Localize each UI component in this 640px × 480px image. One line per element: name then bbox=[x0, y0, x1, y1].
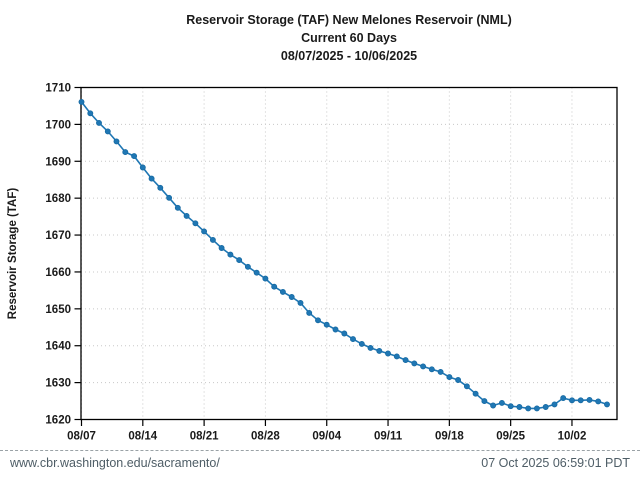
data-point bbox=[385, 350, 391, 357]
data-point bbox=[498, 399, 505, 406]
data-point bbox=[437, 368, 444, 375]
data-point bbox=[472, 390, 479, 397]
timestamp: 07 Oct 2025 06:59:01 PDT bbox=[481, 456, 630, 470]
data-point bbox=[455, 377, 462, 383]
y-axis-title: Reservoir Storage (TAF) bbox=[7, 188, 19, 320]
y-tick-label: 1660 bbox=[45, 267, 71, 279]
data-point bbox=[122, 149, 129, 156]
data-point bbox=[393, 353, 400, 360]
data-point bbox=[306, 309, 313, 316]
y-tick-label: 1690 bbox=[45, 156, 71, 168]
data-point bbox=[218, 245, 225, 251]
data-point bbox=[569, 397, 575, 404]
data-point bbox=[87, 110, 94, 117]
data-point bbox=[78, 98, 85, 105]
data-point bbox=[463, 383, 470, 390]
chart-title-block: Reservoir Storage (TAF) New Melones Rese… bbox=[81, 11, 617, 65]
page-title: Reservoir Storage (TAF) New Melones Rese… bbox=[186, 13, 512, 27]
data-point bbox=[244, 263, 251, 270]
data-point bbox=[560, 395, 567, 402]
source-url: www.cbr.washington.edu/sacramento/ bbox=[10, 456, 220, 470]
data-point bbox=[183, 212, 190, 219]
data-point bbox=[192, 220, 199, 227]
chart-date-range: 08/07/2025 - 10/06/2025 bbox=[280, 49, 418, 63]
data-point bbox=[358, 340, 365, 347]
x-tick-label: 08/21 bbox=[190, 431, 219, 443]
data-point bbox=[113, 138, 120, 145]
data-point bbox=[157, 184, 164, 191]
chart-subtitle: Current 60 Days bbox=[301, 31, 397, 45]
data-point bbox=[166, 194, 173, 201]
data-point bbox=[604, 401, 610, 408]
y-tick-label: 1670 bbox=[45, 230, 71, 242]
data-point bbox=[533, 405, 540, 412]
data-point bbox=[288, 294, 295, 300]
data-point bbox=[420, 363, 427, 370]
x-tick-label: 08/28 bbox=[251, 431, 280, 443]
data-point bbox=[315, 317, 321, 324]
data-point bbox=[297, 299, 304, 306]
data-point bbox=[481, 398, 488, 405]
data-point bbox=[323, 321, 330, 328]
data-point bbox=[279, 288, 286, 295]
data-point bbox=[139, 164, 146, 171]
data-point bbox=[341, 330, 348, 337]
y-tick-label: 1700 bbox=[45, 119, 71, 131]
data-point bbox=[96, 119, 102, 126]
data-point bbox=[376, 347, 383, 354]
data-point bbox=[253, 269, 260, 276]
data-point bbox=[131, 153, 138, 160]
x-tick-label: 09/04 bbox=[312, 431, 341, 443]
x-tick-label: 08/14 bbox=[128, 431, 157, 443]
data-point bbox=[516, 404, 523, 410]
data-point bbox=[227, 251, 234, 258]
data-point bbox=[174, 204, 181, 211]
data-point bbox=[367, 344, 374, 351]
data-point bbox=[271, 283, 278, 290]
data-point bbox=[236, 257, 243, 264]
data-point bbox=[507, 403, 514, 410]
data-point bbox=[428, 366, 435, 373]
data-point bbox=[586, 396, 593, 403]
data-point bbox=[332, 326, 339, 333]
data-point bbox=[446, 374, 453, 381]
y-tick-label: 1640 bbox=[45, 341, 71, 353]
y-tick-label: 1680 bbox=[45, 193, 71, 205]
data-point bbox=[350, 336, 356, 343]
data-point bbox=[411, 360, 418, 367]
data-point bbox=[595, 398, 602, 405]
chart-footer: www.cbr.washington.edu/sacramento/ 07 Oc… bbox=[0, 450, 640, 479]
data-point bbox=[148, 175, 155, 182]
data-point bbox=[104, 128, 111, 135]
data-point bbox=[402, 357, 409, 364]
x-tick-label: 09/25 bbox=[496, 431, 525, 443]
x-tick-label: 09/11 bbox=[374, 431, 403, 443]
data-point bbox=[577, 397, 584, 404]
data-point bbox=[201, 228, 208, 235]
data-point bbox=[209, 236, 216, 243]
x-tick-label: 09/18 bbox=[435, 431, 464, 443]
data-point bbox=[525, 405, 532, 412]
reservoir-storage-chart: 1620 1630 1640 1650 1660 1670 1680 1690 1700 1710… bbox=[7, 83, 618, 443]
data-point bbox=[542, 404, 549, 410]
y-tick-label: 1620 bbox=[45, 415, 71, 427]
x-tick-label: 08/07 bbox=[67, 431, 96, 443]
data-point bbox=[551, 401, 558, 408]
y-tick-label: 1650 bbox=[45, 304, 71, 316]
data-point bbox=[490, 402, 497, 409]
x-tick-label: 10/02 bbox=[558, 431, 587, 443]
data-point bbox=[262, 275, 269, 282]
plot-border bbox=[80, 86, 618, 421]
y-tick-label: 1710 bbox=[45, 83, 71, 95]
data-line bbox=[80, 101, 608, 410]
y-tick-label: 1630 bbox=[45, 378, 71, 390]
